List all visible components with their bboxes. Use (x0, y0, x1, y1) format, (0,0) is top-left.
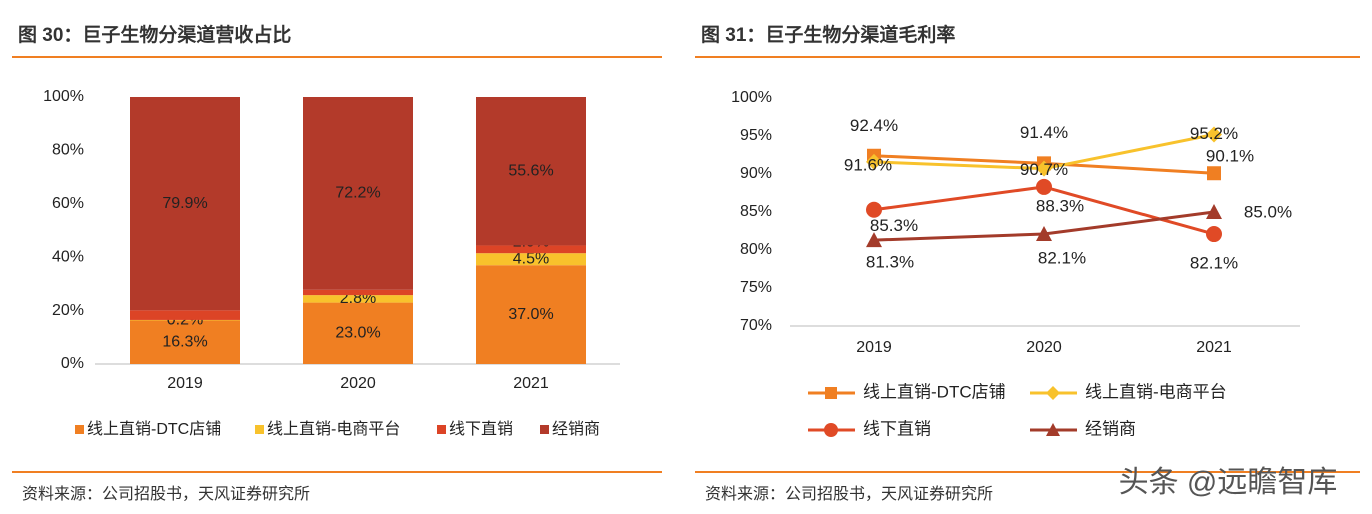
marker (1206, 126, 1222, 143)
marker (1206, 204, 1222, 219)
y-tick-label: 20% (52, 302, 84, 319)
data-label: 91.4% (1020, 123, 1068, 142)
marker (1207, 166, 1221, 181)
x-tick-label: 2020 (1026, 339, 1062, 356)
data-label: 23.0% (335, 325, 380, 342)
bar-segment (476, 97, 586, 246)
data-label: 90.1% (1206, 147, 1254, 166)
legend-label: 线上直销-电商平台 (267, 420, 400, 438)
marker (825, 387, 837, 399)
y-tick-label: 95% (740, 127, 772, 144)
bar-segment (303, 289, 413, 296)
data-label: 72.2% (335, 185, 380, 202)
x-tick-label: 2021 (513, 375, 549, 392)
legend-label: 线上直销-电商平台 (1085, 382, 1227, 401)
y-tick-label: 70% (740, 317, 772, 334)
y-tick-label: 90% (740, 165, 772, 182)
data-label: 37.0% (508, 306, 553, 323)
x-tick-label: 2019 (167, 375, 203, 392)
y-tick-label: 40% (52, 248, 84, 265)
legend-swatch (75, 425, 84, 434)
data-label: 4.5% (513, 250, 549, 267)
legend-label: 经销商 (552, 420, 600, 438)
marker (1036, 226, 1052, 242)
bar-segment (130, 319, 240, 321)
legend-swatch (540, 425, 549, 434)
marker (1046, 386, 1060, 400)
y-tick-label: 85% (740, 203, 772, 220)
bar-segment (303, 295, 413, 303)
marker (1036, 160, 1052, 177)
y-tick-label: 100% (731, 89, 772, 106)
watermark: 头条 @远瞻智库 (1119, 466, 1338, 499)
bar-segment (130, 97, 240, 311)
marker (1036, 178, 1052, 195)
data-label: 95.2% (1190, 124, 1238, 143)
legend-swatch (437, 425, 446, 434)
data-label: 85.3% (870, 216, 918, 235)
marker (1046, 423, 1060, 436)
x-tick-label: 2019 (856, 339, 892, 356)
bar-segment (303, 97, 413, 290)
bar-segment (476, 253, 586, 266)
legend-label: 经销商 (1085, 419, 1136, 438)
x-tick-label: 2020 (340, 375, 376, 392)
data-label: 79.9% (162, 195, 207, 212)
data-label: 92.4% (850, 116, 898, 135)
data-label: 82.1% (1190, 254, 1238, 273)
marker (866, 201, 882, 218)
marker (866, 232, 882, 248)
data-label: 90.7% (1020, 160, 1068, 179)
legend-label: 线上直销-DTC店铺 (863, 382, 1006, 401)
chart-title: 图 30：巨子生物分渠道营收占比 (18, 23, 291, 46)
y-tick-label: 75% (740, 279, 772, 296)
y-tick-label: 100% (43, 88, 84, 105)
marker (866, 153, 882, 170)
y-tick-label: 0% (61, 355, 84, 372)
source: 资料来源：公司招股书，天风证券研究所 (22, 485, 310, 503)
y-tick-label: 80% (52, 142, 84, 159)
bar-segment (303, 302, 413, 364)
source: 资料来源：公司招股书，天风证券研究所 (705, 485, 993, 503)
data-label: 91.6% (844, 155, 892, 174)
chart-title: 图 31：巨子生物分渠道毛利率 (701, 23, 955, 46)
marker (1206, 226, 1222, 243)
data-label: 85.0% (1244, 202, 1292, 221)
data-label: 88.3% (1036, 196, 1084, 215)
data-label: 55.6% (508, 162, 553, 179)
legend-swatch (255, 425, 264, 434)
y-tick-label: 80% (740, 241, 772, 258)
legend-label: 线下直销 (449, 420, 513, 438)
bar-segment (130, 310, 240, 320)
data-label: 16.3% (162, 333, 207, 350)
marker (824, 423, 838, 437)
x-tick-label: 2021 (1196, 339, 1232, 356)
data-label: 82.1% (1038, 249, 1086, 268)
bar-segment (476, 245, 586, 254)
bar-segment (476, 265, 586, 364)
legend-label: 线上直销-DTC店铺 (87, 420, 221, 438)
y-tick-label: 60% (52, 195, 84, 212)
legend-label: 线下直销 (863, 419, 931, 438)
data-label: 81.3% (866, 253, 914, 272)
bar-segment (130, 320, 240, 364)
